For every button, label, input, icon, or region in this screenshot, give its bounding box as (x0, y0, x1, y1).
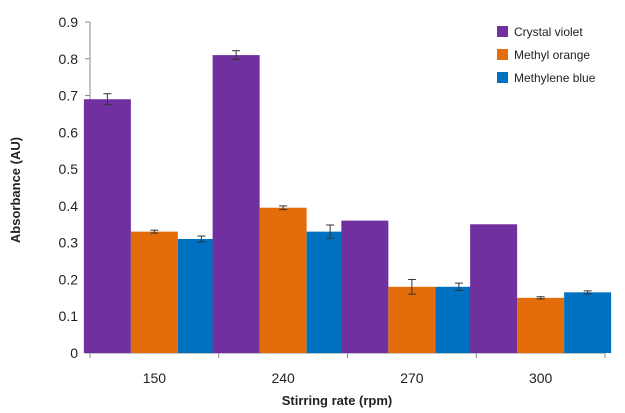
y-tick-label: 0.2 (59, 271, 79, 287)
y-tick-label: 0.1 (59, 308, 79, 324)
x-tick-label: 150 (143, 370, 167, 386)
legend-label: Methylene blue (514, 71, 596, 85)
legend-swatch (497, 49, 508, 60)
bar (470, 224, 518, 353)
y-tick-label: 0.6 (59, 124, 79, 140)
legend-label: Methyl orange (514, 48, 590, 62)
bars (83, 55, 612, 353)
bar (212, 55, 260, 353)
x-axis-title: Stirring rate (rpm) (282, 393, 393, 408)
bar (83, 99, 131, 353)
error-bars (103, 50, 592, 300)
y-tick-label: 0.9 (59, 14, 79, 30)
y-axis: 0 0.1 0.2 0.3 0.4 0.5 0.6 0.7 0.8 0.9 (59, 14, 91, 361)
y-tick-label: 0 (70, 345, 78, 361)
y-tick-label: 0.5 (59, 161, 79, 177)
legend-swatch (497, 26, 508, 37)
x-tick-label: 270 (400, 370, 424, 386)
y-tick-label: 0.4 (59, 198, 79, 214)
y-tick-label: 0.7 (59, 88, 79, 104)
x-axis: 150 240 270 300 (89, 352, 606, 386)
bar (341, 220, 389, 353)
legend-swatch (497, 72, 508, 83)
x-tick-label: 300 (529, 370, 553, 386)
bar (259, 207, 307, 353)
y-tick-label: 0.3 (59, 235, 79, 251)
x-tick-label: 240 (271, 370, 295, 386)
y-axis-title: Absorbance (AU) (8, 137, 23, 243)
bar (388, 286, 436, 353)
bar (564, 292, 612, 353)
y-tick-label: 0.8 (59, 51, 79, 67)
bar (517, 297, 565, 353)
bar (130, 231, 178, 353)
legend: Crystal violet Methyl orange Methylene blu… (497, 25, 596, 85)
legend-label: Crystal violet (514, 25, 583, 39)
